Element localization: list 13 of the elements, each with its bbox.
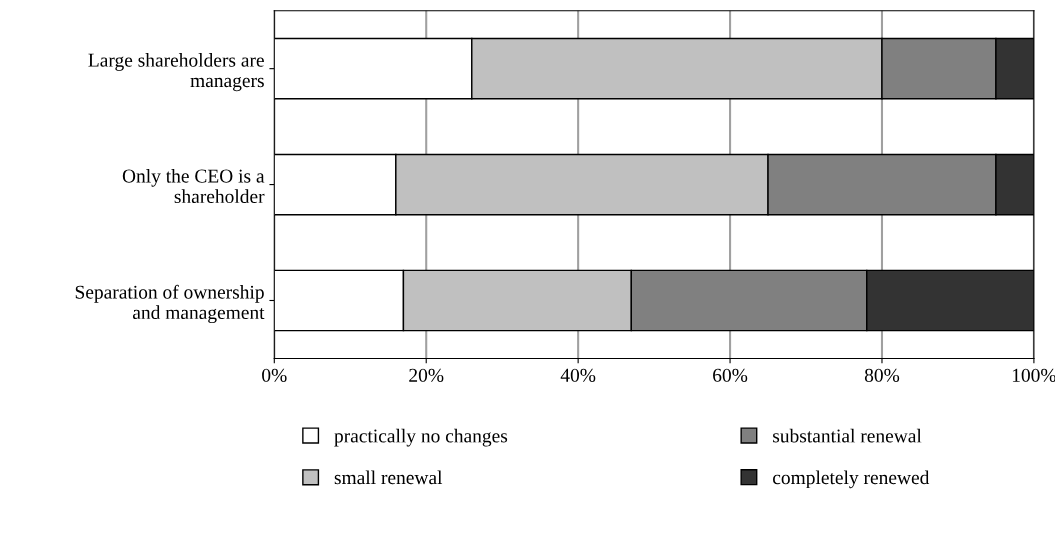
x-tick-label: 80% xyxy=(864,368,900,382)
x-tick-label: 60% xyxy=(713,368,748,382)
y-tick-label: Separation of ownership and management xyxy=(75,284,265,324)
legend-label: practically no changes xyxy=(334,428,508,447)
x-tick-label: 0% xyxy=(262,368,287,382)
legend-label: small renewal xyxy=(334,470,443,485)
y-tick-label: Large shareholders are managers xyxy=(88,53,264,92)
y-tick-label: Only the CEO is a shareholder xyxy=(122,168,265,204)
x-tick-label: 40% xyxy=(560,368,596,382)
x-tick-label: 20% xyxy=(409,368,444,382)
x-tick-label: 100% xyxy=(1012,368,1055,382)
legend-label: substantial renewal xyxy=(773,428,922,443)
legend-label: completely renewed xyxy=(773,470,930,489)
